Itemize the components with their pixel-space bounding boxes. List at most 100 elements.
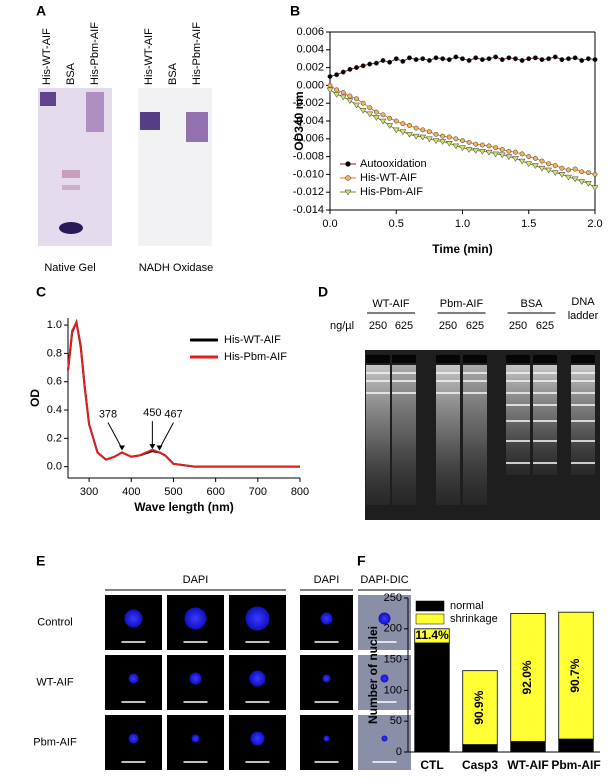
- x-tick-label: Pbm-AIF: [551, 758, 600, 772]
- marker: [493, 145, 499, 151]
- marker: [433, 55, 439, 61]
- marker: [486, 143, 492, 149]
- gel-smear: [463, 365, 487, 505]
- x-tick-label: 300: [80, 486, 98, 498]
- y-tick-label: -0.010: [293, 168, 324, 180]
- marker: [453, 136, 459, 142]
- marker: [453, 54, 459, 60]
- y-tick-label: 100: [384, 684, 402, 696]
- x-tick-label: 400: [122, 486, 140, 498]
- y-tick-label: 0.0: [47, 461, 62, 473]
- marker: [571, 176, 579, 183]
- panel-label: E: [36, 553, 45, 569]
- x-tick-label: 500: [164, 486, 182, 498]
- x-tick-label: 1.0: [455, 218, 470, 230]
- marker: [473, 141, 479, 147]
- y-tick-label: 1.0: [47, 319, 62, 331]
- x-axis-label: Wave length (nm): [134, 500, 234, 514]
- x-tick-label: 800: [291, 486, 309, 498]
- marker: [551, 170, 559, 177]
- marker: [425, 136, 433, 143]
- legend-label: Autooxidation: [360, 158, 427, 170]
- marker: [407, 55, 412, 61]
- marker: [518, 158, 526, 165]
- marker: [406, 132, 413, 138]
- y-tick-label: 0.004: [296, 44, 324, 56]
- gel-band: [533, 392, 557, 394]
- marker: [566, 56, 571, 62]
- marker: [440, 133, 446, 139]
- lane-label: His-Pbm-AIF: [191, 22, 203, 85]
- gel-band: [571, 462, 595, 464]
- marker: [479, 142, 485, 148]
- gel-band: [533, 462, 557, 464]
- marker: [386, 123, 394, 129]
- gel-smear: [392, 365, 416, 505]
- marker: [372, 115, 380, 121]
- marker: [334, 72, 340, 78]
- marker: [585, 170, 591, 176]
- marker: [584, 181, 592, 187]
- marker: [373, 60, 379, 66]
- marker: [552, 163, 558, 168]
- marker: [513, 56, 518, 62]
- marker: [473, 55, 479, 61]
- nucleus: [184, 607, 207, 630]
- gel-band: [436, 380, 460, 382]
- marker: [359, 108, 367, 114]
- marker: [506, 148, 512, 154]
- legend-label: His-Pbm-AIF: [360, 186, 423, 198]
- marker: [546, 56, 552, 62]
- concentration: 250: [509, 320, 527, 332]
- marker: [460, 138, 465, 144]
- marker: [367, 61, 373, 67]
- lane-label: BSA: [65, 62, 77, 85]
- lane-label: His-WT-AIF: [41, 28, 53, 85]
- marker: [426, 58, 432, 63]
- marker: [572, 55, 578, 61]
- marker: [531, 163, 539, 169]
- gel-band: [140, 112, 160, 130]
- marker: [412, 133, 420, 140]
- gel-well: [571, 355, 595, 363]
- marker: [459, 145, 466, 152]
- marker: [512, 156, 519, 162]
- y-tick-label: 250: [384, 592, 402, 604]
- marker: [353, 102, 360, 109]
- x-tick-label: 600: [206, 486, 224, 498]
- nucleus: [323, 735, 330, 742]
- x-tick-label: 0.5: [389, 218, 404, 230]
- gel-smear: [366, 365, 390, 505]
- gel-band: [571, 404, 595, 406]
- panel-label: F: [357, 553, 366, 569]
- y-tick-label: 0.4: [47, 404, 62, 416]
- row-label: Pbm-AIF: [33, 736, 77, 748]
- gel-band: [392, 392, 416, 394]
- column-header: DAPI: [314, 574, 340, 586]
- marker: [392, 127, 400, 134]
- marker: [373, 109, 379, 115]
- marker: [393, 118, 399, 124]
- marker: [327, 82, 333, 88]
- y-axis-label: OD340 nm: [292, 91, 306, 150]
- bar-segment: [414, 628, 450, 644]
- gel-smear: [436, 365, 460, 505]
- marker: [591, 185, 599, 192]
- gel-caption: Native Gel: [44, 262, 95, 274]
- arrow-head: [149, 444, 156, 450]
- annotation: 378: [99, 408, 117, 420]
- gel-image: [138, 88, 212, 246]
- ladder-label: DNA: [571, 296, 595, 308]
- panel-label: C: [36, 284, 46, 300]
- y-tick-label: -0.008: [293, 151, 324, 163]
- panel-label: B: [290, 3, 300, 19]
- marker: [492, 151, 500, 158]
- gel-band: [436, 392, 460, 394]
- concentration: 250: [369, 320, 387, 332]
- marker: [419, 134, 427, 141]
- nucleus: [249, 670, 266, 687]
- y-tick-label: 0.6: [47, 376, 62, 388]
- cell-image: [300, 715, 353, 770]
- x-tick-label: 0.0: [322, 218, 337, 230]
- gel-band: [186, 112, 208, 142]
